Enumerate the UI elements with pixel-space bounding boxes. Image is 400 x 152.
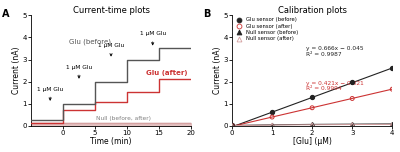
Text: y = 0.421x − 0.021
R² = 0.9994: y = 0.421x − 0.021 R² = 0.9994: [306, 81, 364, 91]
Point: [389, 123, 396, 125]
Point: [229, 124, 235, 127]
Text: Glu (before): Glu (before): [69, 39, 111, 45]
Point: [309, 124, 315, 126]
Point: [229, 124, 235, 127]
Point: [349, 123, 356, 126]
Text: Null (before, after): Null (before, after): [96, 116, 151, 121]
Text: 1 μM Glu: 1 μM Glu: [37, 87, 63, 100]
Text: y = 0.666x − 0.045
R² = 0.9987: y = 0.666x − 0.045 R² = 0.9987: [306, 46, 364, 57]
Point: [309, 107, 315, 109]
Title: Calibration plots: Calibration plots: [278, 6, 347, 15]
Point: [269, 124, 275, 126]
Point: [349, 123, 356, 125]
Point: [229, 124, 235, 126]
Y-axis label: Current (nA): Current (nA): [12, 47, 21, 94]
Point: [229, 124, 235, 127]
Point: [309, 123, 315, 126]
Text: A: A: [2, 9, 10, 19]
Text: Glu (after): Glu (after): [146, 70, 188, 76]
X-axis label: Time (min): Time (min): [90, 137, 132, 146]
Point: [389, 123, 396, 126]
Point: [269, 124, 275, 126]
Text: 1 μM Glu: 1 μM Glu: [140, 31, 166, 45]
Point: [309, 96, 315, 99]
Point: [349, 97, 356, 100]
Y-axis label: Current (nA): Current (nA): [213, 47, 222, 94]
X-axis label: [Glu] (μM): [Glu] (μM): [293, 137, 332, 146]
Point: [389, 67, 396, 69]
Point: [349, 80, 356, 83]
Text: 1 μM Glu: 1 μM Glu: [98, 43, 124, 56]
Legend: Glu sensor (before), Glu sensor (after), Null sensor (before), Null sensor (afte: Glu sensor (before), Glu sensor (after),…: [234, 17, 298, 42]
Point: [389, 88, 396, 90]
Text: 1 μM Glu: 1 μM Glu: [66, 64, 92, 78]
Point: [269, 116, 275, 118]
Text: B: B: [203, 9, 210, 19]
Point: [269, 111, 275, 113]
Title: Current-time plots: Current-time plots: [72, 6, 150, 15]
